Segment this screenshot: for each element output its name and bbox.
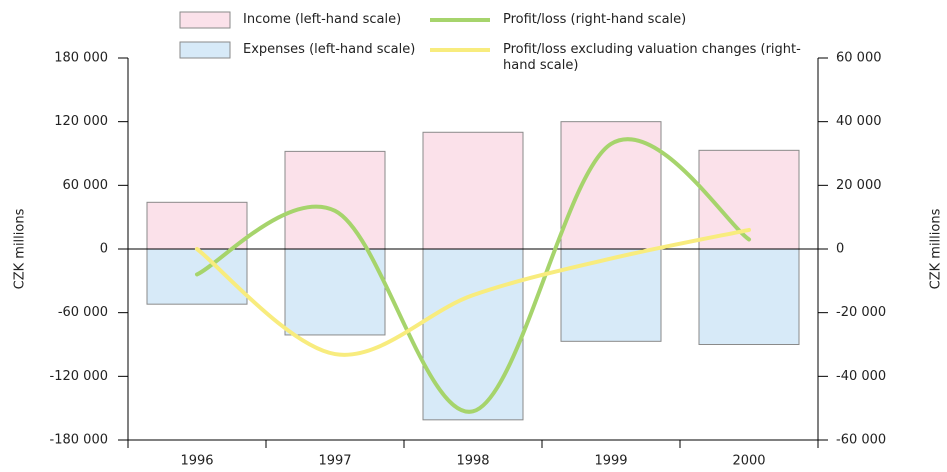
y-tick-label: 120 000 <box>54 114 108 129</box>
bar <box>146 201 248 250</box>
x-tick-label: 1996 <box>180 454 213 469</box>
y-tick-label: -60 000 <box>58 305 108 320</box>
y-tick-label: -120 000 <box>50 369 108 384</box>
legend-label: Income (left-hand scale) <box>243 12 402 27</box>
legend-label: Profit/loss excluding valuation changes … <box>503 42 801 73</box>
legend-label: Profit/loss (right-hand scale) <box>503 12 687 27</box>
bar <box>284 248 386 336</box>
bar <box>146 248 248 305</box>
bar <box>422 248 524 421</box>
y2-axis-label: CZK millions <box>929 208 944 289</box>
y2-tick-label: -20 000 <box>836 305 886 320</box>
y-tick-label: 0 <box>100 242 108 257</box>
bar <box>698 149 800 250</box>
bar <box>422 131 524 250</box>
y-tick-label: -180 000 <box>50 433 108 448</box>
bar <box>560 121 662 250</box>
y2-tick-label: -60 000 <box>836 433 886 448</box>
bar <box>284 150 386 250</box>
x-tick-label: 1998 <box>456 454 489 469</box>
x-tick-label: 1997 <box>318 454 351 469</box>
x-tick-label: 2000 <box>732 454 765 469</box>
y-tick-label: 60 000 <box>63 178 109 193</box>
y2-tick-label: 60 000 <box>836 51 882 66</box>
legend-label: Expenses (left-hand scale) <box>243 42 416 57</box>
bar <box>560 248 662 342</box>
y2-tick-label: 20 000 <box>836 178 882 193</box>
y-axis-label: CZK millions <box>13 208 28 289</box>
y2-tick-label: 0 <box>836 242 844 257</box>
legend-swatch <box>179 11 231 29</box>
line <box>195 227 751 357</box>
line <box>195 137 751 414</box>
x-tick-label: 1999 <box>594 454 627 469</box>
y2-tick-label: -40 000 <box>836 369 886 384</box>
legend-swatch <box>179 41 231 59</box>
y2-tick-label: 40 000 <box>836 114 882 129</box>
y-tick-label: 180 000 <box>54 51 108 66</box>
bar <box>698 248 800 345</box>
